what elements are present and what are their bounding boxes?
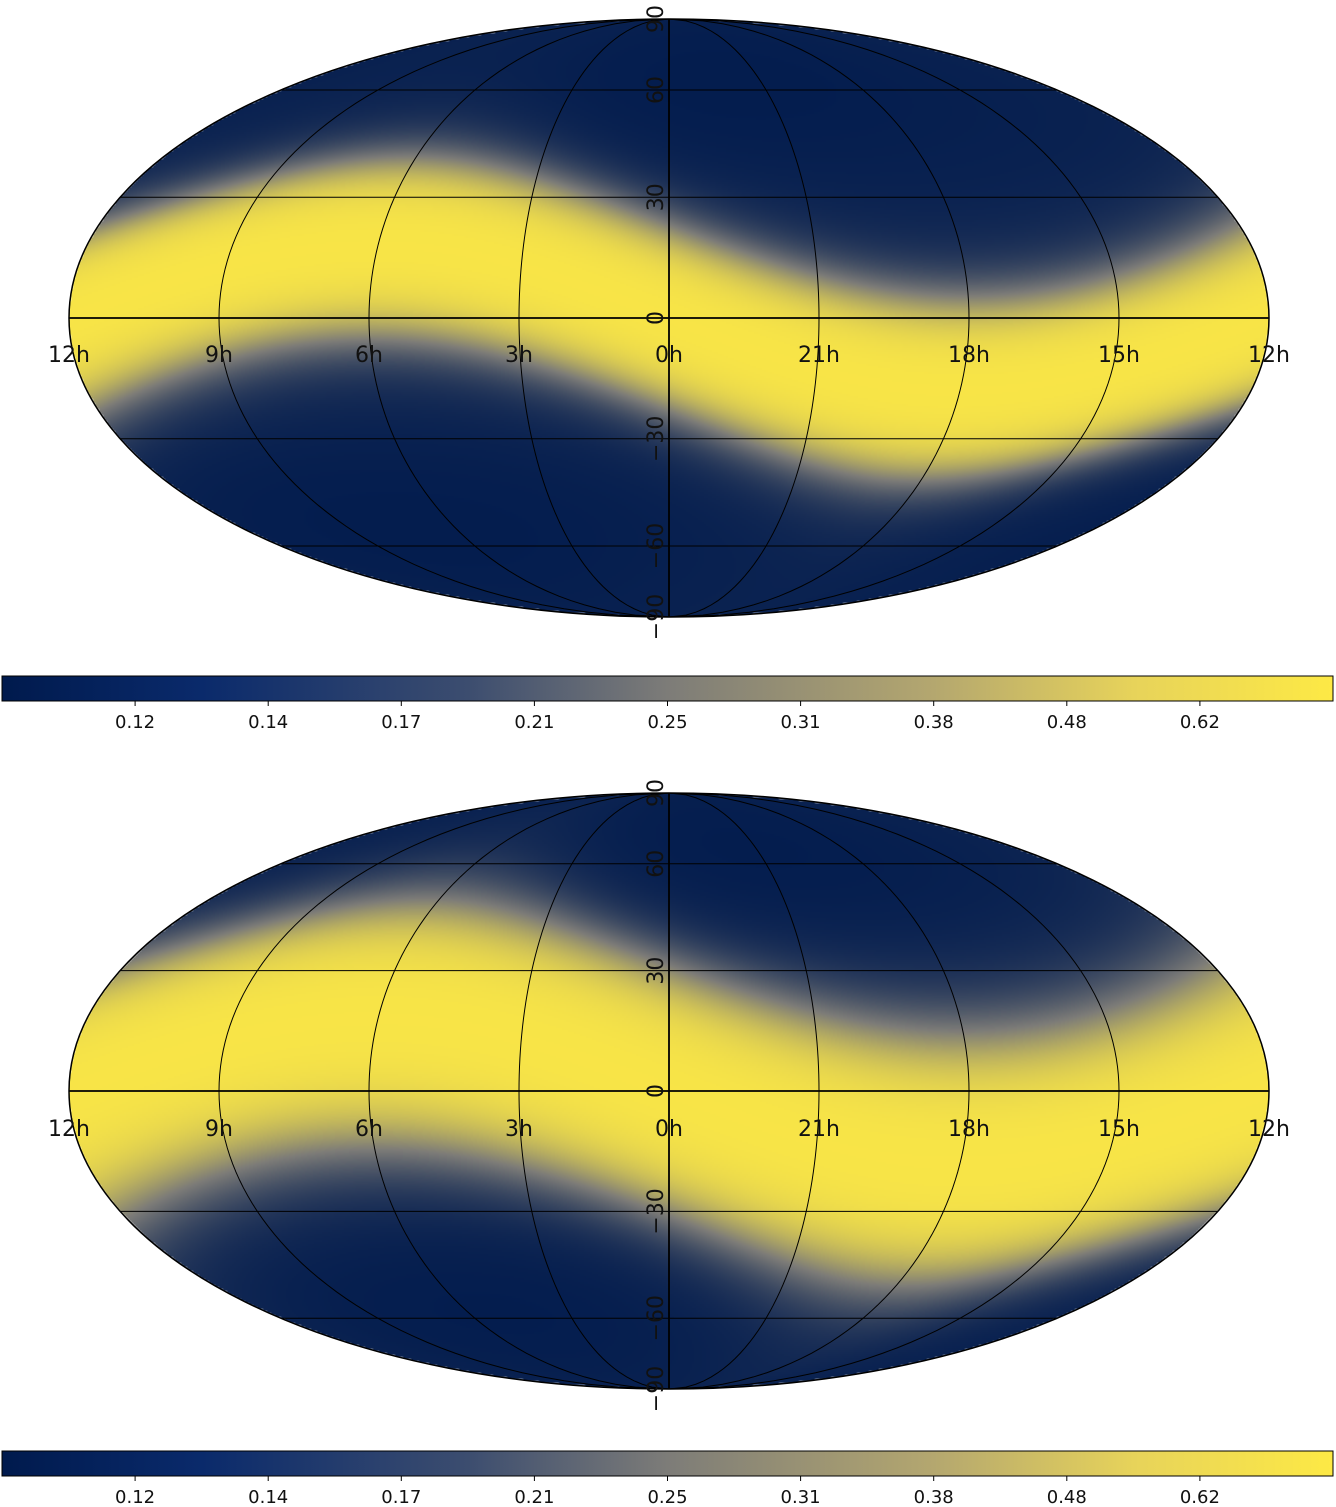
bottom-colorbar: 0.12 0.14 0.17 0.21 0.25 0.31 0.38 0.48 0.62 [1,1450,1334,1507]
ra-label: 12h [48,343,90,368]
colorbar-tick-label: 0.14 [248,1487,288,1507]
ra-label: 21h [798,343,840,368]
bottom-colorbar-ticks: 0.12 0.14 0.17 0.21 0.25 0.31 0.38 0.48 0.62 [115,1476,1220,1507]
colorbar-tick-label: 0.12 [115,712,155,733]
dec-label: 90 [644,5,669,33]
ra-label: 15h [1098,343,1140,368]
dec-label: −90 [644,1366,669,1412]
dec-label: 60 [644,76,669,104]
ra-label: 18h [948,343,990,368]
ra-label: 12h [1248,1117,1290,1142]
top-colorbar-gradient [1,675,1334,702]
bottom-map-panel: 12h 9h 6h 3h 0h 21h 18h 15h 12h 90 60 30 0 −30 −60 −90 [48,779,1290,1412]
top-map-dec-labels: 90 60 30 0 −30 −60 −90 [644,5,669,640]
ra-label: 18h [948,1117,990,1142]
ra-label: 3h [505,1117,533,1142]
dec-label: −60 [644,1295,669,1341]
dec-label: 0 [644,311,669,325]
ra-label: 9h [205,343,233,368]
ra-label: 6h [355,343,383,368]
ra-label: 6h [355,1117,383,1142]
colorbar-tick-label: 0.62 [1180,712,1220,733]
dec-label: 30 [644,957,669,985]
dec-label: −90 [644,594,669,640]
dec-label: −30 [644,1188,669,1234]
colorbar-tick-label: 0.31 [781,712,821,733]
dec-label: 0 [644,1084,669,1098]
dec-label: 30 [644,183,669,211]
ra-label: 0h [655,343,683,368]
bottom-map-dec-labels: 90 60 30 0 −30 −60 −90 [644,779,669,1412]
dec-label: −30 [644,416,669,462]
bottom-map-ra-labels: 12h 9h 6h 3h 0h 21h 18h 15h 12h [48,1117,1290,1142]
ra-label: 15h [1098,1117,1140,1142]
colorbar-tick-label: 0.21 [514,1487,554,1507]
colorbar-tick-label: 0.17 [381,1487,421,1507]
colorbar-tick-label: 0.31 [781,1487,821,1507]
colorbar-tick-label: 0.21 [514,712,554,733]
colorbar-tick-label: 0.12 [115,1487,155,1507]
ra-label: 3h [505,343,533,368]
dec-label: −60 [644,523,669,569]
ra-label: 12h [1248,343,1290,368]
top-map-panel: 12h 9h 6h 3h 0h 21h 18h 15h 12h 90 60 30 0 −30 −60 −90 [48,5,1290,640]
colorbar-tick-label: 0.17 [381,712,421,733]
bottom-colorbar-gradient [1,1450,1334,1477]
colorbar-tick-label: 0.48 [1047,1487,1087,1507]
colorbar-tick-label: 0.14 [248,712,288,733]
top-colorbar: 0.12 0.14 0.17 0.21 0.25 0.31 0.38 0.48 0.62 [1,675,1334,733]
bottom-map-frame [68,792,1270,1390]
colorbar-tick-label: 0.48 [1047,712,1087,733]
top-map-ra-labels: 12h 9h 6h 3h 0h 21h 18h 15h 12h [48,343,1290,368]
colorbar-tick-label: 0.38 [914,1487,954,1507]
ra-label: 21h [798,1117,840,1142]
colorbar-tick-label: 0.25 [647,1487,687,1507]
dec-label: 90 [644,779,669,807]
ra-label: 9h [205,1117,233,1142]
top-map-frame [68,18,1270,618]
dec-label: 60 [644,850,669,878]
top-colorbar-ticks: 0.12 0.14 0.17 0.21 0.25 0.31 0.38 0.48 0.62 [115,701,1220,733]
colorbar-tick-label: 0.38 [914,712,954,733]
ra-label: 0h [655,1117,683,1142]
colorbar-tick-label: 0.25 [647,712,687,733]
ra-label: 12h [48,1117,90,1142]
colorbar-tick-label: 0.62 [1180,1487,1220,1507]
